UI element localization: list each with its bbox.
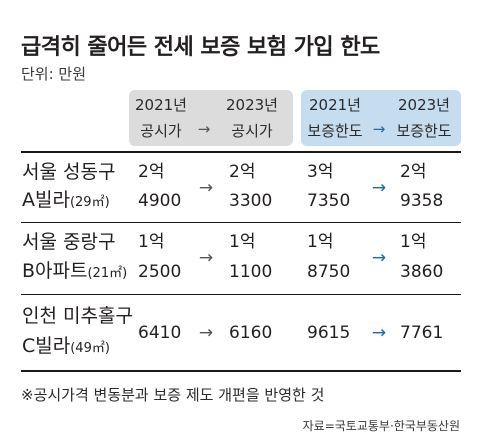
row-region: 인천 미추홀구 — [22, 305, 133, 327]
limit-arrow-icon: → — [371, 178, 387, 198]
value-2021-price-man: 4900 — [138, 191, 182, 211]
header-2023-price: 2023년 공시가 — [216, 92, 288, 144]
value-2023-price-eok: 1억 — [229, 232, 256, 252]
header-2023-price-year: 2023년 — [226, 96, 278, 114]
row-building: B아파트(21㎡) — [22, 258, 127, 287]
value-2021-limit-man: 7350 — [307, 191, 351, 211]
table-bottom-rule — [21, 370, 461, 372]
row-building: A빌라(29㎡) — [22, 187, 110, 216]
value-2021-price-eok: 2억 — [138, 162, 165, 182]
value-2023-limit-man: 9358 — [400, 191, 444, 211]
value-2021-price-eok: 1억 — [138, 232, 165, 252]
value-2023-price-eok: 2억 — [229, 162, 256, 182]
row-building: C빌라(49㎡) — [22, 333, 110, 362]
row-area: (49㎡) — [70, 341, 110, 356]
header-2021-limit-year: 2021년 — [309, 96, 361, 114]
header-2021-price-year: 2021년 — [135, 96, 187, 114]
header-divider — [21, 151, 461, 153]
header-2021-limit-label: 보증한도 — [307, 122, 363, 140]
value-2021-price-man: 2500 — [138, 262, 182, 282]
value-2021-limit-eok: 3억 — [307, 162, 334, 182]
unit-label: 단위: 만원 — [21, 65, 87, 83]
chart-title: 급격히 줄어든 전세 보증 보험 가입 한도 — [21, 35, 380, 60]
limit-arrow-icon: → — [371, 323, 387, 343]
row-area: (29㎡) — [69, 195, 110, 210]
source-credit: 자료=국토교통부·한국부동산원 — [302, 419, 460, 433]
value-2021-price: 6410 — [138, 323, 182, 343]
header-2023-limit-year: 2023년 — [398, 96, 450, 114]
header-limit-arrow-icon: → — [372, 120, 386, 138]
row-region: 서울 중랑구 — [22, 231, 116, 253]
row-building-name: A빌라 — [22, 189, 70, 211]
row-area: (21㎡) — [87, 266, 128, 281]
value-2023-price-man: 1100 — [229, 262, 273, 282]
row-building-name: B아파트 — [22, 260, 88, 282]
value-2023-limit-man: 3860 — [400, 262, 444, 282]
header-2021-price: 2021년 공시가 — [130, 92, 192, 144]
row-divider — [21, 294, 461, 295]
footnote: ※공시가격 변동분과 보증 제도 개편을 반영한 것 — [21, 386, 325, 404]
row-divider — [21, 222, 461, 223]
value-2021-limit-eok: 1억 — [307, 232, 334, 252]
header-2023-limit-label: 보증한도 — [396, 122, 452, 140]
value-2023-limit-eok: 1억 — [400, 232, 427, 252]
value-2023-price-man: 3300 — [229, 191, 273, 211]
price-header-background — [129, 90, 293, 146]
value-2021-limit: 9615 — [307, 323, 351, 343]
value-2023-price: 6160 — [229, 323, 273, 343]
row-region: 서울 성동구 — [22, 161, 116, 183]
value-2023-limit-eok: 2억 — [400, 162, 427, 182]
limit-header-background — [301, 90, 461, 146]
header-2021-limit: 2021년 보증한도 — [302, 92, 368, 144]
row-building-name: C빌라 — [22, 335, 71, 357]
header-2021-price-label: 공시가 — [140, 122, 182, 140]
limit-arrow-icon: → — [371, 248, 387, 268]
header-2023-price-label: 공시가 — [231, 122, 273, 140]
value-2023-limit: 7761 — [400, 323, 444, 343]
price-arrow-icon: → — [198, 178, 214, 198]
price-arrow-icon: → — [198, 323, 214, 343]
header-2023-limit: 2023년 보증한도 — [390, 92, 458, 144]
price-arrow-icon: → — [198, 248, 214, 268]
value-2021-limit-man: 8750 — [307, 262, 351, 282]
header-price-arrow-icon: → — [197, 120, 211, 138]
